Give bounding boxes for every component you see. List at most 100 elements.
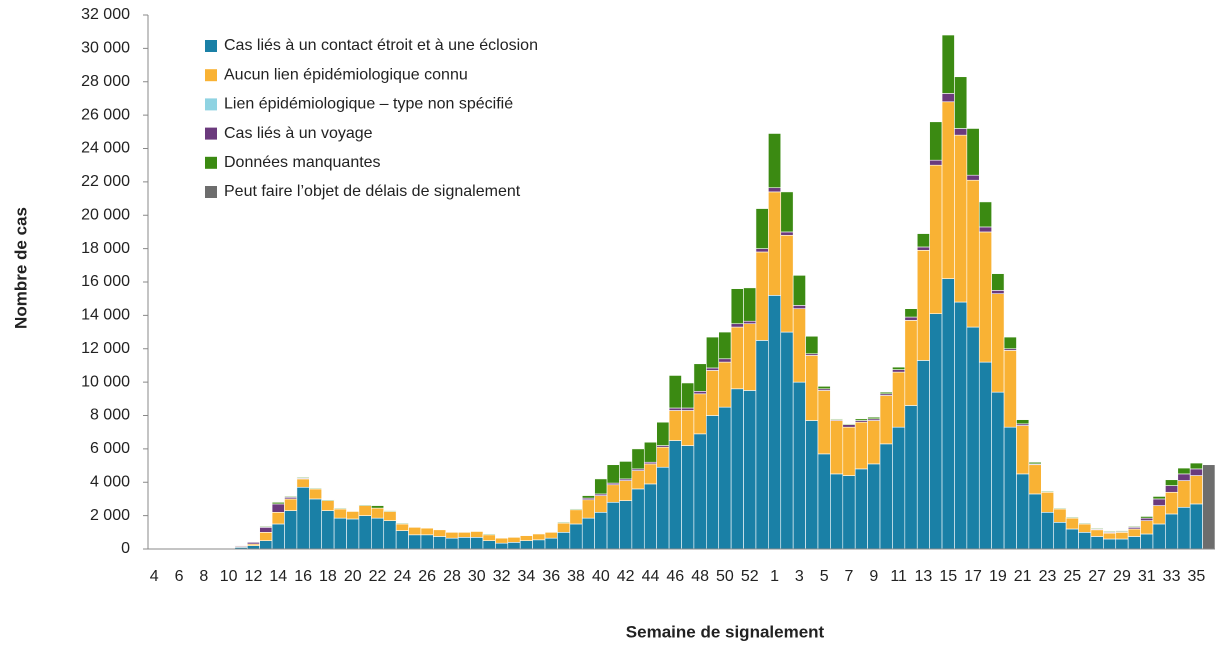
bar-segment — [669, 375, 681, 408]
bar-segment — [1165, 480, 1177, 486]
bar-segment — [446, 532, 458, 538]
legend-swatch — [205, 98, 217, 110]
bar-segment — [1190, 476, 1202, 504]
bar-segment — [682, 383, 694, 408]
bar-segment — [595, 496, 607, 513]
bar-segment — [1054, 509, 1066, 522]
bar-segment — [1141, 516, 1153, 518]
bar-segment — [235, 546, 247, 547]
bar-segment — [533, 534, 545, 540]
bar-segment — [371, 508, 383, 518]
legend-swatch — [205, 40, 217, 52]
bar-segment — [322, 511, 334, 549]
bar-segment — [744, 324, 756, 391]
bar-segment — [1041, 491, 1053, 492]
bar-segment — [954, 77, 966, 129]
bar-segment — [1103, 531, 1115, 532]
bar-segment — [1091, 530, 1103, 537]
bar-segment — [781, 232, 793, 235]
bar-segment — [818, 386, 830, 389]
bar-segment — [433, 530, 445, 537]
bar-segment — [1029, 494, 1041, 549]
bar-segment — [1178, 507, 1190, 549]
legend-swatch — [205, 186, 217, 198]
bar-segment — [719, 359, 731, 362]
legend-swatch — [205, 128, 217, 140]
bar-segment — [272, 502, 284, 504]
x-tick-label: 19 — [989, 568, 1007, 585]
bar-segment — [458, 537, 470, 549]
bar-segment — [744, 390, 756, 549]
bar-segment — [942, 35, 954, 93]
x-tick-label: 38 — [567, 568, 585, 585]
bar-segment — [1165, 486, 1177, 493]
y-tick-label: 0 — [121, 540, 130, 557]
bar-segment — [930, 122, 942, 160]
bar-segment — [793, 305, 805, 308]
y-tick-label: 16 000 — [81, 273, 130, 290]
bar-segment — [297, 477, 309, 478]
bar-segment — [731, 289, 743, 324]
x-tick-label: 20 — [344, 568, 362, 585]
bar-segment — [347, 511, 359, 519]
bar-segment — [1165, 514, 1177, 549]
bar-segment — [433, 536, 445, 549]
bar-segment — [781, 192, 793, 232]
y-tick-label: 24 000 — [81, 140, 130, 157]
legend-swatch — [205, 157, 217, 169]
bar-segment — [1153, 506, 1165, 524]
bar-segment — [247, 546, 259, 549]
y-tick-label: 4 000 — [90, 473, 130, 490]
bar-segment — [843, 427, 855, 475]
bar-segment — [706, 368, 718, 371]
bar-segment — [868, 464, 880, 549]
legend-label: Cas liés à un contact étroit et à une éc… — [224, 37, 538, 54]
bar-segment — [1116, 539, 1128, 549]
bar-segment — [371, 518, 383, 549]
bar-segment — [322, 501, 334, 511]
x-tick-label: 35 — [1187, 568, 1205, 585]
y-tick-label: 2 000 — [90, 507, 130, 524]
bar-segment — [471, 537, 483, 549]
x-tick-label: 18 — [319, 568, 337, 585]
bar-segment — [1066, 529, 1078, 549]
bar-segment — [756, 209, 768, 249]
bar-segment — [793, 275, 805, 305]
y-tick-label: 22 000 — [81, 173, 130, 190]
bar-segment — [272, 524, 284, 549]
x-tick-label: 7 — [845, 568, 854, 585]
bar-segment — [669, 408, 681, 411]
bar-segment — [1128, 536, 1140, 549]
x-tick-label: 23 — [1039, 568, 1057, 585]
bar-segment — [1178, 481, 1190, 508]
bar-segment — [1153, 496, 1165, 499]
bar-segment — [1079, 523, 1091, 524]
bar-segment — [260, 526, 272, 527]
bar-segment — [979, 202, 991, 227]
y-tick-label: 30 000 — [81, 40, 130, 57]
x-tick-label: 4 — [150, 568, 159, 585]
bar-segment — [334, 508, 346, 509]
bar-segment — [1203, 465, 1215, 549]
bar-segment — [1128, 526, 1140, 527]
x-tick-label: 40 — [592, 568, 610, 585]
bar-segment — [830, 474, 842, 549]
bar-segment — [1178, 468, 1190, 474]
bar-segment — [421, 535, 433, 549]
x-tick-label: 9 — [869, 568, 878, 585]
x-tick-label: 46 — [666, 568, 684, 585]
y-tick-label: 20 000 — [81, 206, 130, 223]
bar-segment — [1079, 524, 1091, 532]
bar-segment — [260, 541, 272, 549]
bar-segment — [706, 416, 718, 550]
bar-segment — [545, 532, 557, 538]
legend-label: Aucun lien épidémiologique connu — [224, 66, 468, 83]
bar-segment — [570, 510, 582, 524]
bar-segment — [657, 447, 669, 467]
x-tick-label: 3 — [795, 568, 804, 585]
bar-segment — [806, 336, 818, 354]
x-tick-label: 14 — [269, 568, 287, 585]
bar-segment — [483, 535, 495, 541]
x-tick-label: 52 — [741, 568, 759, 585]
